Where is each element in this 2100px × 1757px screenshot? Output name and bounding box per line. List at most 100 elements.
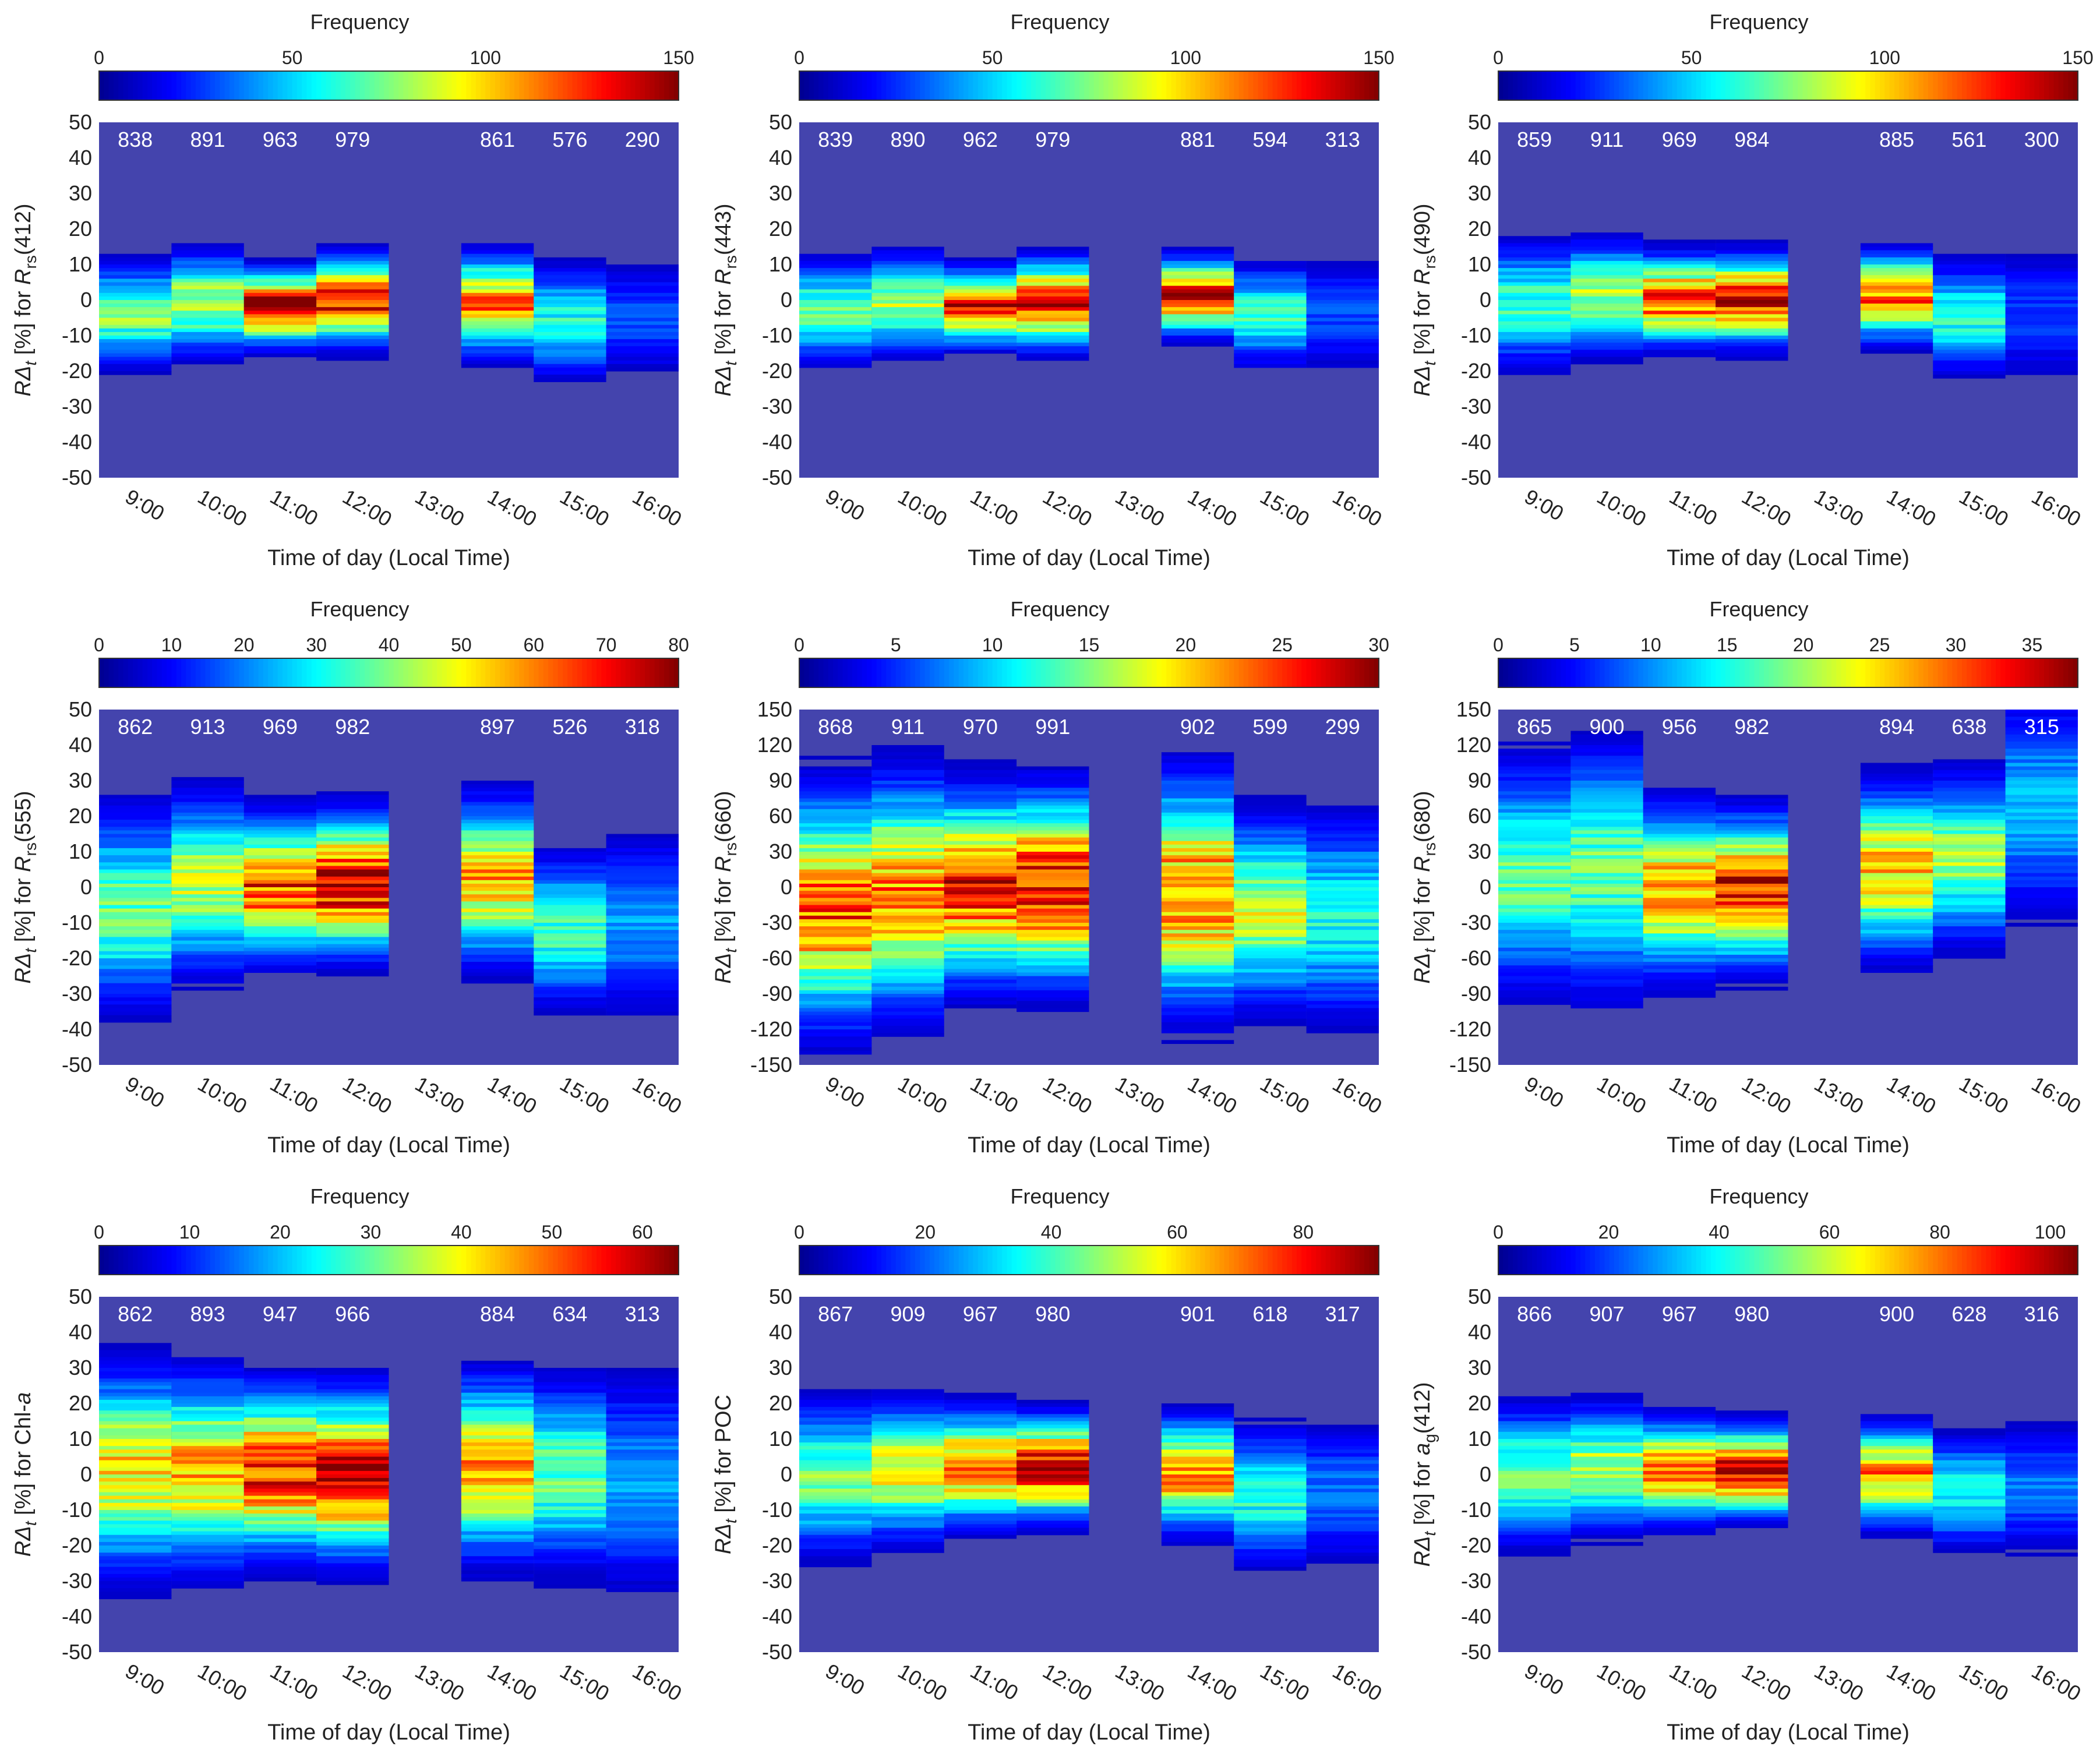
colorbar-segment (1498, 71, 1504, 100)
heat-cell (799, 933, 872, 937)
heat-cell (606, 841, 679, 845)
heat-cell (1234, 346, 1307, 350)
heat-cell (944, 912, 1017, 916)
heat-cell (534, 346, 606, 350)
colorbar-segment (1344, 1246, 1351, 1275)
heat-cell (1306, 880, 1379, 884)
heat-cell (1306, 873, 1379, 877)
heat-cell (1643, 275, 1716, 279)
heat-cell (799, 841, 872, 845)
heat-cell (461, 353, 534, 358)
heat-cell (799, 1022, 872, 1026)
colorbar-segment (1127, 1246, 1134, 1275)
colorbar-segment (1364, 658, 1370, 687)
heat-cell (171, 1567, 244, 1571)
colorbar-segment (1990, 71, 1997, 100)
heat-cell (1234, 1567, 1307, 1571)
colorbar-segment (1522, 658, 1528, 687)
colorbar-tick-label: 0 (794, 47, 804, 68)
heat-cell (944, 990, 1017, 994)
heat-cell (1933, 260, 2006, 265)
heat-cell (1017, 869, 1089, 874)
colorbar-segment (133, 71, 139, 100)
heat-cell (1933, 954, 2006, 959)
heat-cell (2005, 812, 2078, 817)
heat-cell (944, 883, 1017, 888)
heat-cell (799, 923, 872, 927)
heat-cell (171, 350, 244, 354)
x-tick-label: 14:00 (1883, 1071, 1940, 1119)
heat-cell (534, 1560, 606, 1564)
colorbar-segment (2020, 71, 2025, 100)
heat-cell (1017, 940, 1089, 945)
heat-cell (461, 841, 534, 845)
colorbar-segment (374, 1246, 380, 1275)
heat-cell (534, 855, 606, 859)
heat-cell (1643, 1527, 1716, 1532)
x-tick-label: 14:00 (483, 484, 541, 531)
colorbar-segment (1229, 658, 1235, 687)
colorbar-segment (1817, 71, 1823, 100)
heat-cell (606, 289, 679, 294)
heat-cell (99, 1353, 172, 1358)
heat-cell (944, 898, 1017, 902)
heat-cell (799, 848, 872, 852)
heat-cell (1498, 1470, 1571, 1475)
heat-cell (606, 1546, 679, 1550)
heat-cell (944, 880, 1017, 884)
heat-cell (1161, 915, 1234, 920)
y-tick-label: 30 (69, 181, 92, 205)
heat-cell (243, 915, 317, 920)
colorbar-segment (412, 1246, 419, 1275)
heat-cell (1933, 1456, 2006, 1461)
heat-cell (1017, 257, 1089, 262)
heat-cell (316, 1460, 389, 1465)
heat-cell (1643, 976, 1716, 980)
sample-count-label: 638 (1951, 715, 1986, 739)
heat-cell (1234, 307, 1307, 311)
heat-cell (1860, 876, 1933, 881)
heat-cell (1933, 1446, 2006, 1450)
heat-cell (871, 905, 944, 909)
colorbar-segment (1942, 1246, 1949, 1275)
heat-cell (243, 802, 317, 806)
heat-cell (316, 285, 389, 290)
colorbar-segment (1011, 1246, 1018, 1275)
heat-cell (799, 321, 872, 326)
heat-cell (799, 360, 872, 365)
heat-cell (461, 830, 534, 835)
heat-cell (606, 1513, 679, 1518)
heat-cell (171, 1360, 244, 1365)
heat-cell (1234, 802, 1307, 806)
colorbar-segment (471, 1246, 477, 1275)
heat-cell (316, 1446, 389, 1450)
heat-cell (243, 862, 317, 866)
colorbar-segment (432, 71, 438, 100)
colorbar-segment (200, 1246, 206, 1275)
heat-cell (871, 972, 944, 977)
colorbar-segment (1065, 71, 1071, 100)
heat-cell (606, 1424, 679, 1429)
heat-cell (534, 866, 606, 870)
heat-cell (171, 844, 244, 849)
heat-cell (2005, 805, 2078, 810)
heat-cell (534, 260, 606, 265)
heat-cell (316, 1531, 389, 1536)
colorbar-segment (1537, 1246, 1543, 1275)
heat-cell (1570, 343, 1643, 347)
colorbar-segment (1026, 71, 1032, 100)
heat-cell (1306, 844, 1379, 849)
heat-cell (871, 812, 944, 817)
heat-cell (99, 887, 172, 891)
heat-cell (243, 940, 317, 945)
colorbar-segment (1152, 71, 1157, 100)
heat-cell (99, 809, 172, 813)
colorbar-segment (1195, 1246, 1201, 1275)
heat-cell (534, 1585, 606, 1589)
heat-cell (871, 816, 944, 820)
heat-cell (606, 1389, 679, 1393)
heat-cell (871, 1531, 944, 1536)
heat-cell (1017, 994, 1089, 998)
colorbar-segment (1238, 658, 1244, 687)
colorbar-segment (1176, 71, 1182, 100)
